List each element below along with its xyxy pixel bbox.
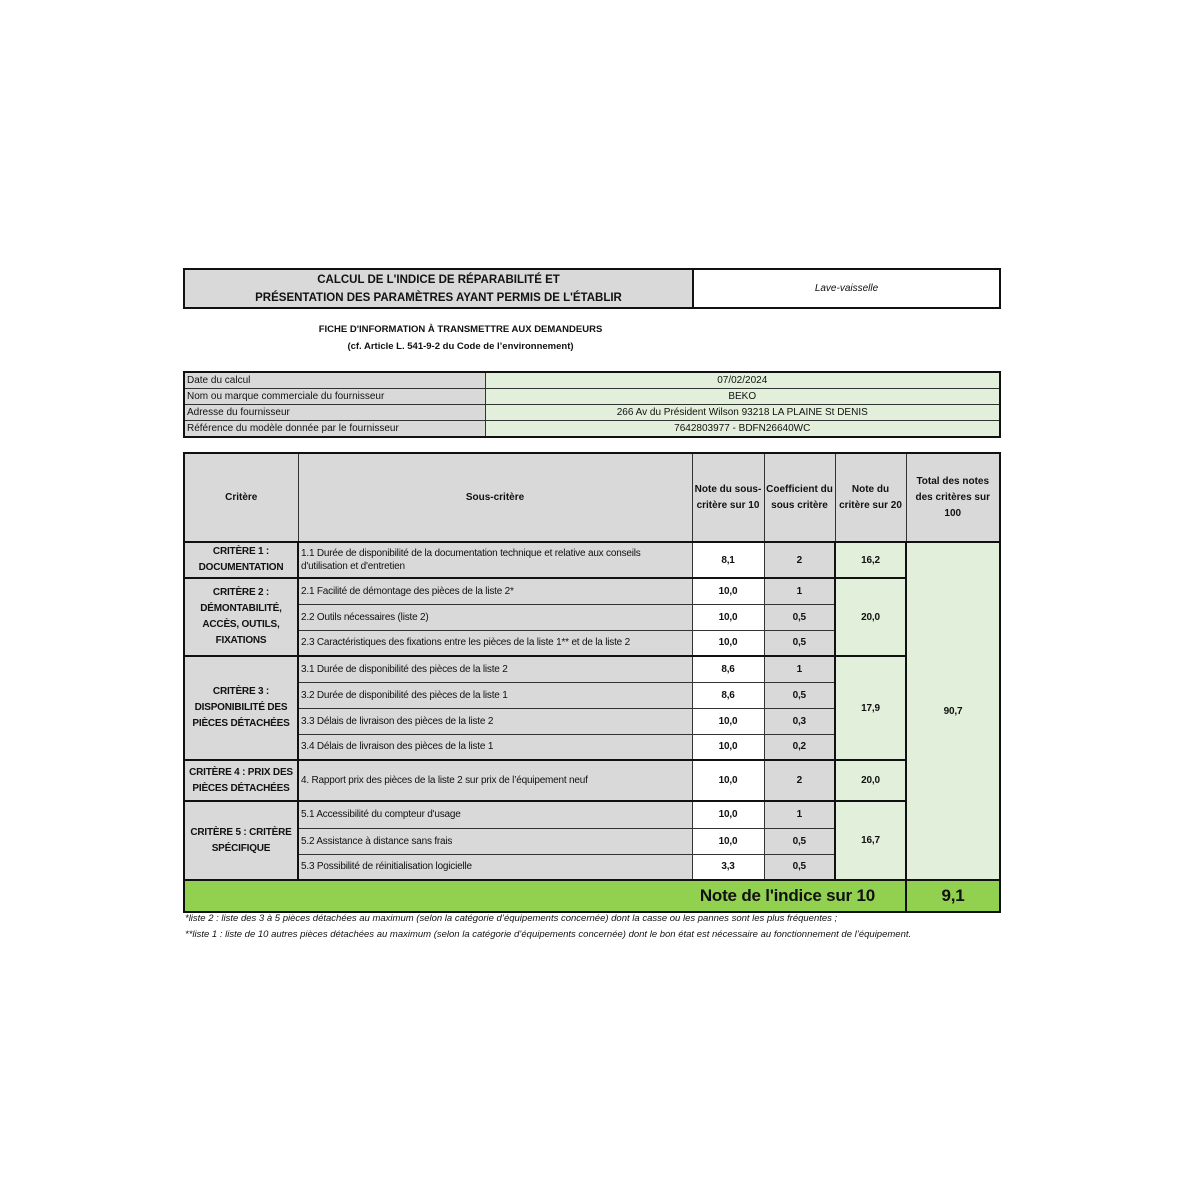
header-note-sous-critere: Note du sous-critère sur 10 <box>691 452 765 543</box>
info-row: Adresse du fournisseur 266 Av du Présiden… <box>183 404 1001 421</box>
sub-criterion-label: 3.4 Délais de livraison des pièces de la… <box>297 733 693 761</box>
sub-criterion-coefficient: 1 <box>763 800 836 829</box>
criterion-score: 16,7 <box>834 800 907 881</box>
criterion-label: CRITÈRE 4 : PRIX DES PIÈCES DÉTACHÉES <box>183 759 299 802</box>
sub-criterion-note: 10,0 <box>691 759 765 802</box>
sheet-title: CALCUL DE L'INDICE DE RÉPARABILITÉ ET PR… <box>185 270 694 307</box>
table-row: 3.2 Durée de disponibilité des pièces de… <box>184 681 1000 709</box>
sub-criterion-label: 2.3 Caractéristiques des fixations entre… <box>297 629 693 657</box>
footnote-liste-1: **liste 1 : liste de 10 autres pièces dé… <box>185 929 912 940</box>
criterion-score: 17,9 <box>834 655 907 761</box>
info-value: 07/02/2024 <box>484 371 1001 389</box>
sub-criterion-label: 3.2 Durée de disponibilité des pièces de… <box>297 681 693 709</box>
sub-criterion-label: 3.3 Délais de livraison des pièces de la… <box>297 707 693 735</box>
index-row: Note de l'indice sur 10 9,1 <box>183 879 1001 913</box>
sub-criterion-coefficient: 0,5 <box>763 853 836 881</box>
info-row: Référence du modèle donnée par le fourni… <box>183 420 1001 438</box>
info-label: Référence du modèle donnée par le fourni… <box>183 420 486 438</box>
sub-criterion-note: 10,0 <box>691 577 765 605</box>
info-value: 7642803977 - BDFN26640WC <box>484 420 1001 438</box>
sub-criterion-coefficient: 1 <box>763 655 836 683</box>
supplier-info-table: Date du calcul 07/02/2024 Nom ou marque co… <box>183 371 1001 438</box>
subtitle-line-1: FICHE D'INFORMATION À TRANSMETTRE AUX DE… <box>318 324 603 335</box>
title-line-1: CALCUL DE L'INDICE DE RÉPARABILITÉ ET <box>317 273 560 286</box>
criterion-score: 16,2 <box>834 541 907 579</box>
table-row: CRITÈRE 3 : DISPONIBILITÉ DES PIÈCES DÉT… <box>183 655 1000 761</box>
sub-criterion-coefficient: 2 <box>763 541 836 579</box>
footnotes: *liste 2 : liste des 3 à 5 pièces détach… <box>185 911 1005 943</box>
criterion-label: CRITÈRE 3 : DISPONIBILITÉ DES PIÈCES DÉT… <box>183 655 299 761</box>
criterion-score: 20,0 <box>834 759 907 802</box>
sub-criterion-note: 10,0 <box>691 707 765 735</box>
table-row: CRITÈRE 5 : CRITÈRE SPÉCIFIQUE 5.1 Access… <box>183 800 1000 881</box>
subtitle-line-2: (cf. Article L. 541-9-2 du Code de l’env… <box>347 341 574 352</box>
sub-criterion-note: 10,0 <box>691 827 765 855</box>
criterion-label: CRITÈRE 2 : DÉMONTABILITÉ, ACCÈS, OUTILS… <box>183 577 299 657</box>
table-row: CRITÈRE 2 : DÉMONTABILITÉ, ACCÈS, OUTILS… <box>183 577 1000 657</box>
header-critere: Critère <box>183 452 299 543</box>
title-line-2: PRÉSENTATION DES PARAMÈTRES AYANT PERMIS… <box>255 291 622 304</box>
sub-criterion-coefficient: 1 <box>763 577 836 605</box>
sub-criterion-note: 10,0 <box>691 629 765 657</box>
score-table: Critère Sous-critère Note du sous-critèr… <box>183 452 1001 913</box>
sub-criterion-note: 8,6 <box>691 655 765 683</box>
info-value: 266 Av du Président Wilson 93218 LA PLAI… <box>484 404 1001 421</box>
table-row: 2.2 Outils nécessaires (liste 2) 10,0 0,5 <box>184 603 1000 631</box>
info-label: Adresse du fournisseur <box>183 404 486 421</box>
criterion-label: CRITÈRE 5 : CRITÈRE SPÉCIFIQUE <box>183 800 299 881</box>
sub-criterion-note: 10,0 <box>691 603 765 631</box>
sub-criterion-coefficient: 0,5 <box>763 827 836 855</box>
sub-criterion-note: 10,0 <box>691 733 765 761</box>
sub-criterion-coefficient: 0,5 <box>763 603 836 631</box>
info-value: BEKO <box>484 388 1001 405</box>
footnote-liste-2: *liste 2 : liste des 3 à 5 pièces détach… <box>185 913 838 924</box>
sub-criterion-coefficient: 0,3 <box>763 707 836 735</box>
header-coefficient: Coefficient du sous critère <box>763 452 836 543</box>
sub-criterion-label: 5.3 Possibilité de réinitialisation logi… <box>297 853 693 881</box>
index-label: Note de l'indice sur 10 <box>183 879 907 913</box>
sub-criterion-label: 3.1 Durée de disponibilité des pièces de… <box>297 655 693 683</box>
sub-criterion-label: 4. Rapport prix des pièces de la liste 2… <box>297 759 693 802</box>
info-label: Nom ou marque commerciale du fournisseur <box>183 388 486 405</box>
table-row: CRITÈRE 1 : DOCUMENTATION 1.1 Durée de di… <box>183 541 1001 881</box>
sub-criterion-label: 2.2 Outils nécessaires (liste 2) <box>297 603 693 631</box>
sub-criterion-coefficient: 0,5 <box>763 629 836 657</box>
table-row: CRITÈRE 4 : PRIX DES PIÈCES DÉTACHÉES 4. … <box>183 759 1000 802</box>
header-total: Total des notes des critères sur 100 <box>905 452 1001 543</box>
sub-criterion-coefficient: 2 <box>763 759 836 802</box>
table-row: 5.2 Assistance à distance sans frais 10,0… <box>184 827 1000 855</box>
sub-criterion-note: 8,1 <box>691 541 765 579</box>
info-label: Date du calcul <box>183 371 486 389</box>
product-type: Lave-vaisselle <box>814 283 879 294</box>
sub-criterion-label: 5.1 Accessibilité du compteur d'usage <box>297 800 693 829</box>
table-row: 3.3 Délais de livraison des pièces de la… <box>184 707 1000 735</box>
header-sous-critere: Sous-critère <box>297 452 693 543</box>
sub-criterion-coefficient: 0,2 <box>763 733 836 761</box>
criterion-label: CRITÈRE 1 : DOCUMENTATION <box>183 541 299 579</box>
sub-criterion-note: 10,0 <box>691 800 765 829</box>
info-row: Nom ou marque commerciale du fournisseur… <box>183 388 1001 405</box>
sub-criterion-note: 8,6 <box>691 681 765 709</box>
sub-criterion-coefficient: 0,5 <box>763 681 836 709</box>
table-row: 3.4 Délais de livraison des pièces de la… <box>184 733 1000 761</box>
sub-criterion-label: 2.1 Facilité de démontage des pièces de … <box>297 577 693 605</box>
table-header-row: Critère Sous-critère Note du sous-critèr… <box>183 452 1001 543</box>
table-row: 2.3 Caractéristiques des fixations entre… <box>184 629 1000 657</box>
header-box: CALCUL DE L'INDICE DE RÉPARABILITÉ ET PR… <box>183 268 1001 309</box>
header-note-critere: Note du critère sur 20 <box>834 452 907 543</box>
table-row: 5.3 Possibilité de réinitialisation logi… <box>184 853 1000 881</box>
info-row: Date du calcul 07/02/2024 <box>183 371 1001 389</box>
sub-criterion-note: 3,3 <box>691 853 765 881</box>
sub-criterion-label: 1.1 Durée de disponibilité de la documen… <box>297 541 693 579</box>
total-score-100: 90,7 <box>905 541 1001 881</box>
sub-criterion-label: 5.2 Assistance à distance sans frais <box>297 827 693 855</box>
index-value: 9,1 <box>905 879 1001 913</box>
criterion-score: 20,0 <box>834 577 907 657</box>
